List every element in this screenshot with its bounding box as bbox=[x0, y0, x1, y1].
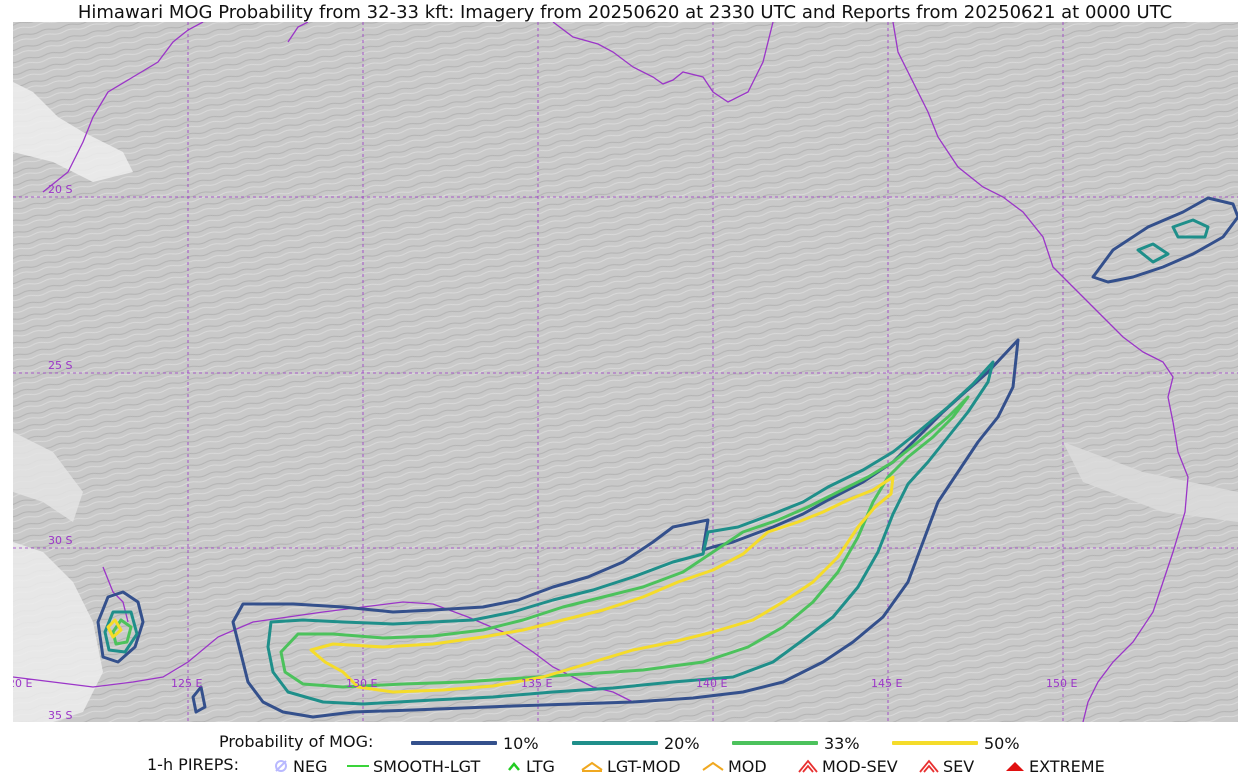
lon-label-150e: 150 E bbox=[1046, 677, 1077, 690]
mod-sev-caret-icon bbox=[798, 759, 818, 773]
lon-label-125e: 125 E bbox=[171, 677, 202, 690]
lat-label-30s: 30 S bbox=[48, 534, 72, 547]
legend-label-33pct: 33% bbox=[824, 733, 860, 753]
legend-label-10pct: 10% bbox=[503, 733, 539, 753]
lon-label-120e: 120 E bbox=[13, 677, 32, 690]
legend-label-50pct: 50% bbox=[984, 733, 1020, 753]
lat-label-25s: 25 S bbox=[48, 359, 72, 372]
pirep-label-lgt-mod: LGT-MOD bbox=[607, 756, 681, 776]
contour-10pct bbox=[96, 196, 1238, 719]
coastlines bbox=[13, 22, 1189, 722]
legend-swatch-33pct bbox=[732, 741, 818, 745]
legend-swatch-10pct bbox=[411, 741, 497, 745]
satellite-map: 20 S 25 S 30 S 35 S 120 E 125 E 130 E 13… bbox=[13, 22, 1238, 722]
pirep-label-extreme: EXTREME bbox=[1029, 756, 1105, 776]
pirep-item-smooth-lgt: SMOOTH-LGT bbox=[347, 755, 480, 777]
contour-20pct bbox=[103, 218, 1210, 706]
contour-33pct bbox=[111, 395, 970, 689]
lon-label-140e: 140 E bbox=[696, 677, 727, 690]
pirep-item-extreme: EXTREME bbox=[1004, 755, 1105, 777]
imagery-background bbox=[13, 22, 1238, 722]
lon-label-135e: 135 E bbox=[521, 677, 552, 690]
legend-item-33pct: 33% bbox=[732, 732, 860, 754]
lgt-mod-caret-icon bbox=[581, 761, 603, 772]
legend-item-50pct: 50% bbox=[892, 732, 1020, 754]
pirep-item-sev: SEV bbox=[918, 755, 974, 777]
pirep-item-ltg: LTG bbox=[505, 755, 555, 777]
pirep-item-mod: MOD bbox=[701, 755, 767, 777]
legend-swatch-50pct bbox=[892, 741, 978, 745]
pirep-label-sev: SEV bbox=[943, 756, 975, 776]
sev-caret-icon bbox=[919, 759, 939, 773]
legend-item-20pct: 20% bbox=[572, 732, 700, 754]
lat-label-20s: 20 S bbox=[48, 183, 72, 196]
mod-caret-icon bbox=[702, 761, 724, 771]
graticule bbox=[13, 22, 1238, 722]
extreme-caret-icon bbox=[1006, 762, 1024, 771]
ltg-caret-icon bbox=[508, 762, 520, 771]
pirep-label-smooth-lgt: SMOOTH-LGT bbox=[373, 756, 481, 776]
pirep-item-lgt-mod: LGT-MOD bbox=[580, 755, 681, 777]
cloud-features bbox=[13, 82, 1238, 722]
legend-swatch-20pct bbox=[572, 741, 658, 745]
neg-icon bbox=[275, 760, 287, 772]
pirep-item-neg: NEG bbox=[272, 755, 327, 777]
pirep-label-mod-sev: MOD-SEV bbox=[822, 756, 898, 776]
lat-label-35s: 35 S bbox=[48, 709, 72, 722]
pirep-label-neg: NEG bbox=[293, 756, 328, 776]
contour-50pct bbox=[106, 475, 895, 694]
pirep-legend-title: 1-h PIREPS: bbox=[147, 755, 239, 774]
pirep-label-ltg: LTG bbox=[526, 756, 555, 776]
probability-legend-title: Probability of MOG: bbox=[219, 732, 374, 751]
legend-item-10pct: 10% bbox=[411, 732, 539, 754]
pirep-item-mod-sev: MOD-SEV bbox=[797, 755, 898, 777]
graticule-labels: 20 S 25 S 30 S 35 S 120 E 125 E 130 E 13… bbox=[13, 183, 1077, 722]
map-title: Himawari MOG Probability from 32-33 kft:… bbox=[77, 2, 1173, 23]
smooth-lgt-line bbox=[347, 765, 369, 767]
lon-label-145e: 145 E bbox=[871, 677, 902, 690]
legend-label-20pct: 20% bbox=[664, 733, 700, 753]
lon-label-130e: 130 E bbox=[346, 677, 377, 690]
pirep-label-mod: MOD bbox=[728, 756, 767, 776]
